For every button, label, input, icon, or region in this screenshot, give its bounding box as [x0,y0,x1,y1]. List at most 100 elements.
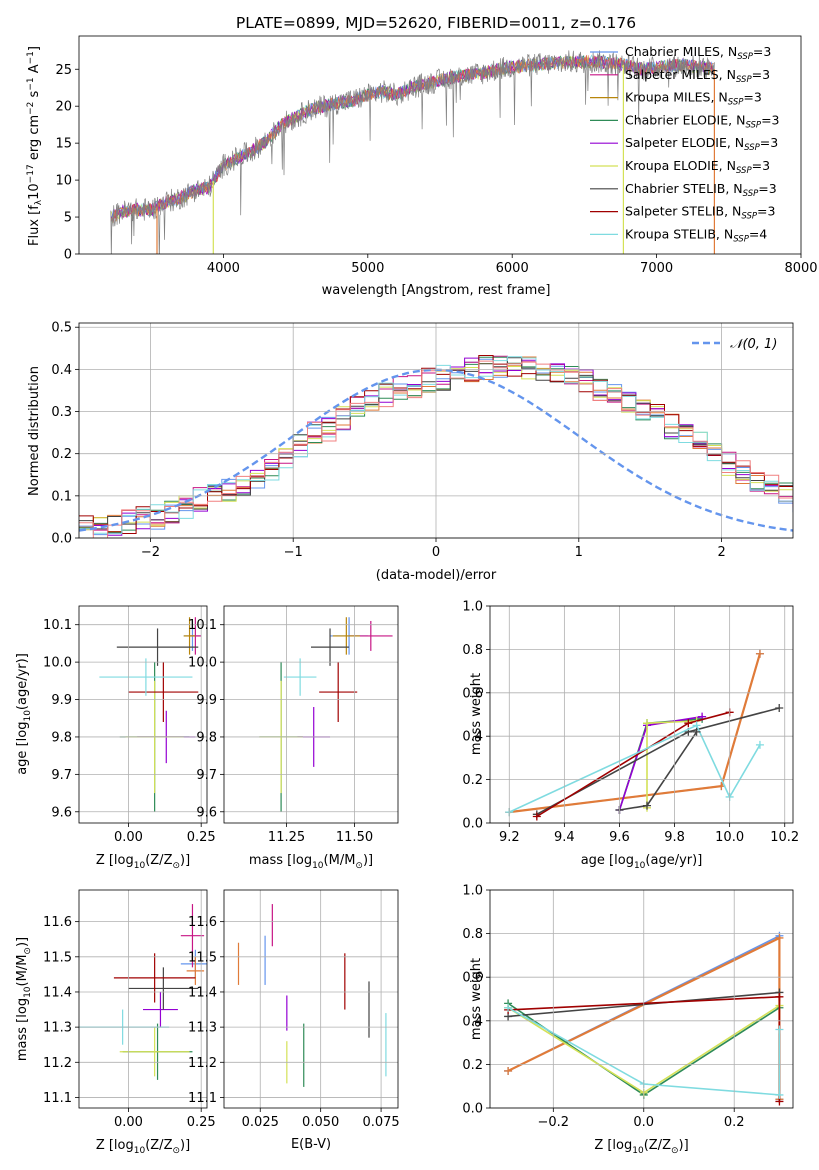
legend-label: Kroupa ELODIE, N [625,158,736,173]
series-line [509,653,761,814]
axes-frame [489,605,794,824]
y-axis-label: age [log10(age/yr)] [15,653,33,775]
data-point [643,801,652,810]
legend-sub: SSP [743,189,759,199]
label-part: 10 [23,710,33,722]
errorbar [99,658,193,696]
y-tick-label: 11.3 [43,1021,72,1036]
x-axis-label: wavelength [Angstrom, rest frame] [322,283,551,298]
label-part: λ [34,199,44,205]
legend-sub: SSP [736,75,752,85]
label-part: ⊙ [355,861,363,871]
legend-entry: 𝒩(0, 1) [730,337,777,352]
x-tick-label: 9.4 [554,830,575,845]
errorbar [332,617,360,655]
label-part: Z [log [96,853,134,868]
x-axis-label: mass [log10(M/M⊙)] [249,853,373,871]
x-tick-label: 10.2 [770,830,799,845]
label-part: ] [27,46,42,51]
plot-area [237,904,387,1087]
legend-tail: =3 [758,181,776,196]
legend-entry: Kroupa STELIB, NSSP=4 [625,226,767,244]
legend-tail: =3 [743,90,761,105]
errorbar [183,617,196,655]
plot-area [79,355,793,538]
legend-tail: =3 [760,135,778,150]
x-tick-label: −0.2 [538,1115,570,1130]
legend-sub: SSP [736,166,752,176]
axes-4: 11.25 11.50 9.6 9.7 9.8 9.9 10.0 10.1 mass [log1… [188,605,399,871]
y-tick-label: 11.6 [43,915,72,930]
data-point [643,719,652,728]
legend-entry: Salpeter ELODIE, NSSP=3 [625,135,778,153]
errorbar [128,662,199,722]
y-tick-label: 0.3 [51,405,72,420]
axes-frame [78,35,802,255]
label-part: )] [363,853,373,868]
label-part: M/M [15,955,30,982]
y-axis-label: Normed distribution [27,366,42,496]
y-tick-label: 11.5 [43,950,72,965]
data-point [692,727,701,736]
label-part: M/M [329,853,356,868]
x-tick-label: 11.25 [268,830,305,845]
y-tick-label: 0.4 [51,363,72,378]
x-tick-label: 4000 [207,261,240,276]
label-part: s [27,90,42,101]
errorbar [283,658,317,696]
axes-frame [223,889,399,1109]
y-tick-label: 0.4 [462,1014,483,1029]
x-tick-label: 9.2 [499,830,520,845]
legend-entry: Chabrier MILES, NSSP=3 [625,44,771,62]
y-tick-label: 0.0 [51,532,72,547]
errorbar [116,628,199,666]
errorbar [319,662,358,722]
y-tick-label: 11.3 [188,1021,217,1036]
label-part: ( [15,981,30,986]
y-axis-label: mass [log10(M/M⊙)] [15,937,33,1061]
y-tick-label: 0.6 [462,686,483,701]
label-part: −17 [26,164,36,183]
y-tick-label: 0.2 [462,1058,483,1073]
y-tick-label: 1.0 [462,600,483,615]
y-tick-label: 25 [55,63,72,78]
x-tick-label: 0.00 [114,1115,143,1130]
y-axis-label: Flux [fλ10−17 erg cm−2 s−1 A−1] [26,46,44,246]
label-part: )] [15,653,30,663]
errorbar [128,967,199,1010]
label-part: ( [644,1138,649,1153]
errorbar [119,1027,190,1077]
data-point [775,933,784,942]
x-tick-label: 6000 [496,261,529,276]
axes-frame [78,322,794,539]
series-line [508,724,761,813]
legend-label: Chabrier MILES, N [625,44,737,59]
label-part: age [log [581,853,634,868]
y-tick-label: 11.4 [43,985,72,1000]
legend-tail: =3 [752,158,770,173]
legend-label: Chabrier ELODIE, N [625,112,745,127]
plot-area [99,617,202,812]
axes-8: −0.2 0.0 0.2 0.0 0.2 0.4 0.6 0.8 1.0 Z [log10(Z/Z… [462,884,794,1156]
label-part: mass [log [249,853,312,868]
y-tick-label: 0.4 [462,730,483,745]
label-part: Normed distribution [27,366,42,496]
label-part: ⊙ [23,947,33,955]
y-tick-label: 11.2 [43,1056,72,1071]
y-tick-label: 0.2 [462,773,483,788]
y-tick-label: 10.1 [43,618,72,633]
legend-label: Kroupa MILES, N [625,90,728,105]
y-tick-label: 0.0 [462,1102,483,1117]
legend-entry: Chabrier ELODIE, NSSP=3 [625,112,780,130]
label-part: −2 [26,102,36,115]
axes-frame [489,889,794,1109]
x-axis-label: (data-model)/error [376,568,497,583]
data-point [684,719,693,728]
data-point [775,1025,784,1034]
data-point [504,1003,513,1012]
label-part: 10 [312,861,324,871]
label-part: mass weight [469,673,484,755]
label-part: Z/Z [649,1138,671,1153]
y-tick-label: 9.9 [51,693,72,708]
